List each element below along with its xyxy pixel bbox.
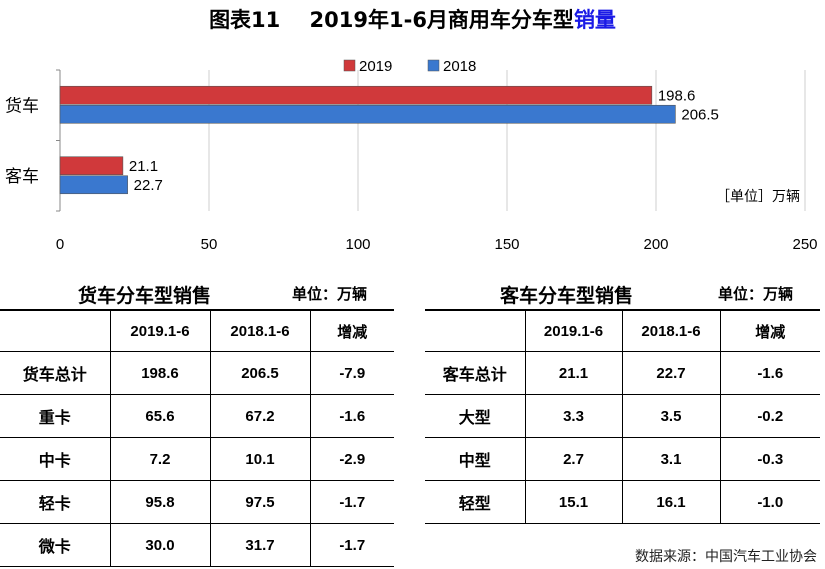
table-cell: 95.8 xyxy=(110,480,211,524)
table-cell: -1.6 xyxy=(720,351,820,395)
table-row: 大型 3.3 3.5 -0.2 xyxy=(425,394,820,438)
table-row: 货车总计 198.6 206.5 -7.9 xyxy=(0,351,394,395)
table-row: 轻卡 95.8 97.5 -1.7 xyxy=(0,480,394,524)
table-header-cell xyxy=(425,310,526,352)
data-label: 198.6 xyxy=(658,87,696,104)
x-tick-label: 250 xyxy=(792,236,817,253)
table-row: 客车总计 21.1 22.7 -1.6 xyxy=(425,351,820,395)
table-cell: 31.7 xyxy=(210,523,311,567)
row-label: 轻卡 xyxy=(0,480,111,524)
category-label: 客车 xyxy=(5,167,39,187)
bus-table-unit: 单位：万辆 xyxy=(718,285,794,303)
bar-2019 xyxy=(59,156,124,176)
table-cell: -1.0 xyxy=(720,480,820,524)
table-cell: 3.3 xyxy=(525,394,623,438)
table-row: 微卡 30.0 31.7 -1.7 xyxy=(0,523,394,567)
truck-table-unit: 单位：万辆 xyxy=(292,285,368,303)
table-cell: 15.1 xyxy=(525,480,623,524)
table-cell: -1.6 xyxy=(310,394,394,438)
legend-label: 2019 xyxy=(359,58,392,75)
table-cell: -0.2 xyxy=(720,394,820,438)
legend-label: 2018 xyxy=(443,58,476,75)
x-tick-label: 150 xyxy=(494,236,519,253)
table-header-row: 2019.1-6 2018.1-6 增减 xyxy=(0,310,394,352)
table-header-cell: 2018.1-6 xyxy=(622,310,721,352)
table-cell: -0.3 xyxy=(720,437,820,481)
title-highlight: 销量 xyxy=(573,8,616,32)
table-row: 重卡 65.6 67.2 -1.6 xyxy=(0,394,394,438)
table-cell: 21.1 xyxy=(525,351,623,395)
row-label: 货车总计 xyxy=(0,351,111,395)
table-cell: 206.5 xyxy=(210,351,311,395)
bar-2018 xyxy=(59,104,676,124)
data-label: 21.1 xyxy=(129,158,158,175)
bar-2018 xyxy=(59,175,128,195)
table-header-cell: 2019.1-6 xyxy=(110,310,211,352)
bus-table: 2019.1-6 2018.1-6 增减 客车总计 21.1 22.7 -1.6 大型 3.3 3… xyxy=(425,309,820,524)
table-cell: -1.7 xyxy=(310,523,394,567)
table-cell: 22.7 xyxy=(622,351,721,395)
table-cell: 3.1 xyxy=(622,437,721,481)
x-tick-label: 200 xyxy=(643,236,668,253)
title-main: 2019年1-6月商用车分车型 xyxy=(309,8,574,32)
table-row: 中卡 7.2 10.1 -2.9 xyxy=(0,437,394,481)
table-cell: 16.1 xyxy=(622,480,721,524)
row-label: 中卡 xyxy=(0,437,111,481)
table-row: 中型 2.7 3.1 -0.3 xyxy=(425,437,820,481)
table-cell: -1.7 xyxy=(310,480,394,524)
table-cell: -7.9 xyxy=(310,351,394,395)
bar-chart: 0 50 100 150 200 250 货车 198.6 206.5 客车 21.1 22.7 201… xyxy=(5,58,818,253)
page-title: 图表11 2019年1-6月商用车分车型销量 xyxy=(0,4,825,34)
row-label: 大型 xyxy=(425,394,526,438)
bus-table-title: 客车分车型销售 xyxy=(500,285,634,307)
table-cell: 65.6 xyxy=(110,394,211,438)
table-row: 轻型 15.1 16.1 -1.0 xyxy=(425,480,820,524)
row-label: 中型 xyxy=(425,437,526,481)
table-header-cell: 2019.1-6 xyxy=(525,310,623,352)
data-label: 206.5 xyxy=(681,106,719,123)
table-cell: -2.9 xyxy=(310,437,394,481)
table-header-cell xyxy=(0,310,111,352)
truck-table: 2019.1-6 2018.1-6 增减 货车总计 198.6 206.5 -7.9 重卡 65… xyxy=(0,309,394,567)
x-tick-label: 0 xyxy=(56,236,64,253)
row-label: 轻型 xyxy=(425,480,526,524)
table-cell: 10.1 xyxy=(210,437,311,481)
table-cell: 97.5 xyxy=(210,480,311,524)
legend-swatch xyxy=(427,59,440,72)
table-header-cell: 2018.1-6 xyxy=(210,310,311,352)
table-header-row: 2019.1-6 2018.1-6 增减 xyxy=(425,310,820,352)
table-cell: 7.2 xyxy=(110,437,211,481)
unit-note: ［单位］万辆 xyxy=(716,189,800,205)
bar-2019 xyxy=(59,85,653,105)
x-tick-label: 100 xyxy=(345,236,370,253)
category-label: 货车 xyxy=(5,96,39,116)
x-tick-label: 50 xyxy=(201,236,218,253)
row-label: 客车总计 xyxy=(425,351,526,395)
title-prefix: 图表11 xyxy=(209,8,281,32)
data-label: 22.7 xyxy=(134,177,163,194)
table-cell: 3.5 xyxy=(622,394,721,438)
data-source: 数据来源：中国汽车工业协会 xyxy=(635,549,817,565)
table-cell: 198.6 xyxy=(110,351,211,395)
table-cell: 2.7 xyxy=(525,437,623,481)
truck-table-title: 货车分车型销售 xyxy=(78,285,212,307)
table-cell: 30.0 xyxy=(110,523,211,567)
row-label: 微卡 xyxy=(0,523,111,567)
table-cell: 67.2 xyxy=(210,394,311,438)
table-header-cell: 增减 xyxy=(720,310,820,352)
legend-swatch xyxy=(343,59,356,72)
row-label: 重卡 xyxy=(0,394,111,438)
table-header-cell: 增减 xyxy=(310,310,394,352)
